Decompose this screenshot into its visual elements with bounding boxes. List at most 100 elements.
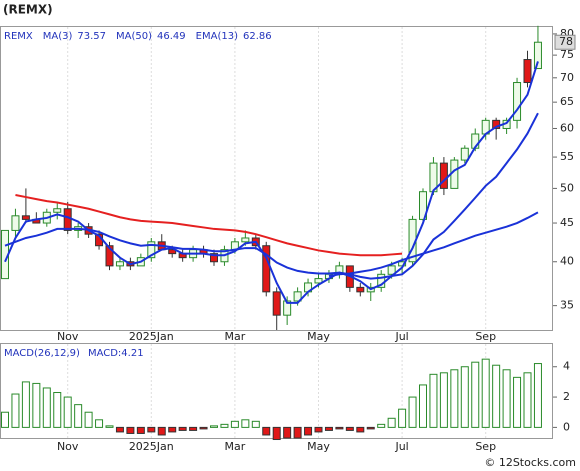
candle-body: [293, 291, 302, 302]
macd-bar: [1, 411, 9, 428]
macd-bar: [251, 420, 260, 428]
x-tick-label: Jul: [394, 440, 408, 453]
x-tick-label: May: [307, 440, 330, 453]
macd-bar: [314, 426, 323, 433]
macd-bar: [178, 426, 187, 431]
y-tick-label: 4: [563, 360, 570, 373]
legend-item: 62.86: [243, 31, 272, 42]
macd-bar: [356, 426, 365, 433]
legend-item: REMX: [4, 31, 33, 42]
macd-bar: [230, 420, 239, 428]
macd-bar: [63, 396, 72, 428]
legend: REMX MA(3) 73.57 MA(50) 46.49 EMA(13) 62.86: [4, 31, 272, 42]
macd-bar: [272, 426, 281, 441]
candle-body: [513, 82, 522, 121]
ma-line: [4, 112, 539, 280]
macd-bar: [105, 425, 114, 428]
x-tick-label: 2025Jan: [129, 330, 174, 343]
x-tick-label: 2025Jan: [129, 440, 174, 453]
legend-item: MACD:4.21: [88, 348, 144, 359]
legend-item: MACD(26,12,9): [4, 348, 80, 359]
macd-panel: [0, 343, 553, 439]
x-tick-label: Nov: [57, 440, 79, 453]
candle-body: [147, 241, 156, 259]
macd-bar: [492, 364, 501, 428]
macd-bar: [377, 423, 386, 428]
candle-body: [492, 119, 501, 129]
x-tick-label: May: [307, 330, 330, 343]
macd-bar: [293, 426, 302, 439]
candle-body: [63, 208, 72, 231]
y-tick-label: 50: [560, 181, 574, 194]
last-value: 78: [559, 35, 573, 48]
macd-bar: [366, 426, 375, 430]
macd-bar: [241, 419, 250, 428]
legend-item: 73.57: [77, 31, 106, 42]
macd-bar: [345, 426, 354, 431]
macd-bar: [168, 426, 177, 433]
candle-body: [523, 59, 532, 84]
candle-body: [241, 237, 250, 243]
candle-body: [53, 208, 62, 213]
macd-bar: [450, 369, 459, 428]
candle-body: [262, 245, 271, 293]
candle-body: [272, 291, 281, 316]
macd-bar: [304, 426, 313, 436]
macd-bar: [189, 426, 198, 431]
x-tick-label: Jul: [394, 330, 408, 343]
macd-bar: [408, 396, 417, 428]
legend-item: 46.49: [157, 31, 186, 42]
candle-body: [115, 261, 124, 267]
y-tick-label: 35: [560, 299, 574, 312]
ma-line: [328, 211, 539, 278]
macd-bar: [157, 426, 166, 436]
macd-bar: [439, 372, 448, 428]
candle-body: [419, 191, 427, 220]
macd-bar: [429, 373, 438, 428]
candle-body: [387, 265, 396, 275]
macd-bar: [283, 426, 292, 439]
candle-body: [210, 253, 218, 263]
macd-bar: [84, 411, 93, 428]
macd-bar: [21, 381, 30, 428]
macd-bar: [387, 417, 396, 428]
macd-bar: [533, 363, 542, 428]
price-panel: [0, 26, 553, 331]
source: © 12Stocks.com: [484, 456, 576, 469]
legend-item: EMA(13): [196, 31, 238, 42]
candle-body: [356, 286, 365, 293]
x-tick-label: Sep: [475, 330, 496, 343]
x-tick-label: Mar: [225, 330, 246, 343]
macd-bar: [32, 382, 41, 428]
candle-body: [439, 162, 448, 189]
y-tick-label: 55: [560, 150, 574, 163]
x-tick-label: Sep: [475, 440, 496, 453]
macd-bar: [513, 376, 522, 428]
macd-bar: [471, 361, 480, 428]
macd-bar: [523, 372, 532, 428]
macd-bar: [335, 426, 344, 430]
macd-bar: [210, 425, 218, 428]
x-tick-label: Nov: [57, 330, 79, 343]
macd-bar: [324, 426, 333, 431]
y-tick-label: 70: [560, 71, 574, 84]
macd-bar: [115, 426, 124, 433]
y-tick-label: 65: [560, 95, 574, 108]
macd-bar: [419, 384, 427, 428]
ticker: (REMX): [3, 3, 53, 17]
candle-body: [11, 215, 20, 231]
macd-bar: [481, 358, 490, 428]
y-tick-label: 60: [560, 121, 574, 134]
macd-bar: [502, 369, 511, 428]
candle-body: [168, 249, 177, 255]
macd-bar: [460, 366, 469, 428]
macd-bar: [53, 392, 62, 428]
candle-body: [533, 41, 542, 70]
macd-bar: [74, 404, 83, 428]
macd-bar: [42, 387, 51, 428]
ma-line: [15, 194, 403, 257]
macd-bar: [95, 419, 104, 428]
y-tick-label: 40: [560, 255, 574, 268]
